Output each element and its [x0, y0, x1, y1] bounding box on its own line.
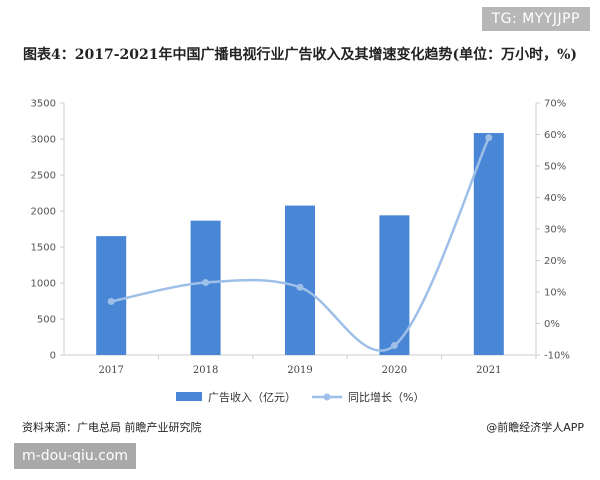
right-tick-label: -10% [544, 351, 570, 362]
left-tick-label: 3000 [31, 135, 56, 146]
left-tick-label: 2000 [31, 207, 56, 218]
growth-point-2017 [107, 297, 115, 305]
footer-watermark-tag: m-dou-qiu.com [14, 443, 137, 469]
x-tick-label: 2018 [193, 365, 218, 376]
left-tick-label: 2500 [31, 171, 56, 182]
bar-2021 [473, 133, 504, 355]
source-note: 资料来源：广电总局 前瞻产业研究院 [22, 421, 202, 434]
legend-bar-swatch [176, 392, 202, 401]
bar-2017 [96, 236, 127, 355]
x-tick-label: 2021 [476, 365, 501, 376]
left-tick-label: 1500 [31, 243, 56, 254]
x-tick-label: 2019 [287, 365, 312, 376]
right-tick-label: 20% [544, 256, 566, 267]
growth-point-2021 [485, 134, 493, 142]
brand-credit: @前瞻经济学人APP [486, 421, 584, 434]
growth-point-2019 [296, 283, 304, 291]
bar-2018 [190, 220, 221, 355]
growth-point-2018 [202, 279, 210, 287]
x-tick-label: 2020 [382, 365, 407, 376]
right-tick-label: 60% [544, 130, 566, 141]
left-tick-label: 0 [50, 351, 56, 362]
right-tick-label: 40% [544, 193, 566, 204]
legend-bar-label: 广告收入（亿元） [208, 390, 296, 404]
right-tick-label: 70% [544, 99, 566, 110]
left-tick-label: 3500 [31, 99, 56, 110]
growth-point-2020 [390, 342, 398, 350]
bar-2019 [285, 205, 315, 355]
growth-line [110, 137, 490, 352]
right-tick-label: 30% [544, 225, 566, 236]
legend-line-marker [323, 393, 331, 401]
right-tick-label: 10% [544, 288, 566, 299]
right-tick-label: 0% [544, 319, 560, 330]
x-tick-label: 2017 [98, 365, 123, 376]
right-tick-label: 50% [544, 162, 566, 173]
watermark-tag: TG: MYYJJPP [481, 7, 590, 31]
left-tick-label: 500 [37, 315, 56, 326]
legend-line-label: 同比增长（%） [348, 390, 424, 404]
bar-2020 [379, 215, 410, 355]
left-tick-label: 1000 [31, 279, 56, 290]
chart-title: 图表4：2017-2021年中国广播电视行业广告收入及其增速变化趋势(单位：万小… [22, 47, 578, 63]
